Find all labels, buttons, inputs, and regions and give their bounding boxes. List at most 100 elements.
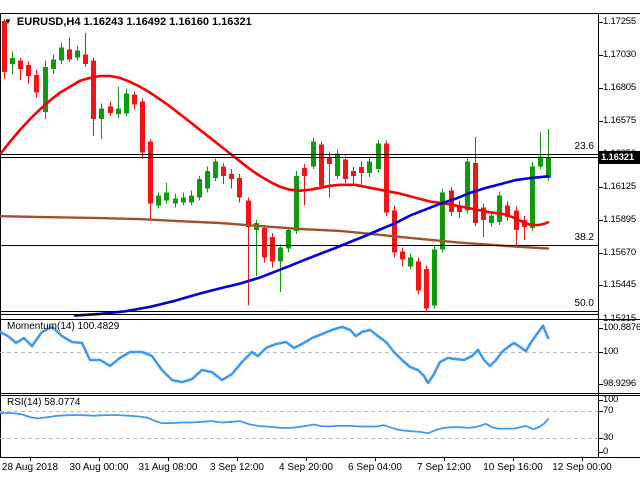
candle-body [124,93,129,114]
candle-body [392,210,397,253]
candle-body [351,171,356,176]
rsi-axis-label: 0 [603,446,609,457]
rsi-line [0,412,549,435]
momentum-label-value: 100.4829 [77,321,120,332]
candle-body [489,215,494,223]
current-price-badge: 1.16321 [598,150,640,164]
fib-label-50.0: 50.0 [574,297,594,309]
candle-body [108,106,113,114]
candle-body [116,108,121,115]
candle-body [75,50,80,58]
rsi-label-name: RSI(14) [7,397,42,408]
candle-body [26,65,31,76]
candle-body [189,195,194,203]
price-axis-label: 1.17030 [603,48,636,60]
candle-body [505,205,510,218]
candle-body [359,167,364,174]
candle-body [278,247,283,262]
time-axis-label: 12 Sep 00:00 [552,462,612,473]
price-axis-label: 1.17255 [603,16,636,27]
candle-body [132,94,137,105]
time-axis-label: 28 Aug 2018 [1,462,59,473]
candle-body [473,163,478,223]
candle-body [164,192,169,201]
rsi-axis-label: 100 [603,394,619,405]
candle-body [481,207,486,221]
time-axis-label: 4 Sep 20:00 [279,462,333,473]
candle-body [18,60,23,69]
candle-body [432,249,437,306]
time-axis-label: 10 Sep 16:00 [483,462,543,473]
price-axis-label: 1.15215 [603,312,636,324]
time-axis-label: 30 Aug 00:00 [69,462,129,473]
candle-body [343,159,348,179]
candle-body [140,101,145,153]
price-axis-label: 1.15445 [603,279,636,291]
candle-body [205,171,210,189]
rsi-label-value: 58.0774 [44,397,81,408]
candle-body [34,75,39,93]
candle-body [197,178,202,198]
candle-body [229,174,234,179]
candle-body [319,144,324,186]
candle-body [2,21,7,73]
candle-body [156,195,161,206]
candle-body [440,192,445,250]
price-axis-label: 1.15670 [603,246,636,258]
time-axis-label: 7 Sep 12:00 [417,462,471,473]
candle-body [376,143,381,170]
momentum-indicator-label: Momentum(14) 100.4829 [7,321,119,332]
candle-body [181,197,186,203]
candle-body [99,108,104,120]
candle-body [408,257,413,267]
candle-body [384,143,389,213]
candle-body [91,60,96,120]
candle-body [367,161,372,174]
candle-body [530,166,535,228]
candle-body [43,67,48,113]
candle-body [270,236,275,262]
candle-body [148,141,153,204]
candle-body [286,229,291,249]
candle-body [262,228,267,258]
price-axis-label: 1.16575 [603,114,636,126]
candle-body [302,168,307,177]
chart-title-bar: ▼ EURUSD,H4 1.16243 1.16492 1.16160 1.16… [4,16,252,28]
candle-body [10,58,15,65]
candle-body [416,261,421,291]
momentum-axis-label: 100.8876 [603,322,640,333]
candle-body [400,251,405,260]
momentum-line [0,324,550,385]
fib-label-38.2: 38.2 [574,231,594,243]
symbol-dropdown-icon[interactable]: ▼ [4,17,12,26]
candle-body [59,47,64,61]
candle-body [221,166,226,177]
candle-body [424,269,429,309]
rsi-axis-label: 70 [603,405,614,416]
candle-body [51,59,56,70]
candle-body [497,195,502,223]
ma-brown-line [0,214,550,250]
candle-body [449,190,454,213]
candle-body [83,54,88,65]
candle-body [546,158,551,178]
price-axis-label: 1.15895 [603,213,636,225]
candle-body [246,200,251,227]
candle-body [213,161,218,178]
fib-label-23.6: 23.6 [574,141,594,153]
candle-body [294,176,299,231]
candle-body [237,177,242,198]
ma-red-line [0,74,550,227]
momentum-axis-label: 98.9296 [603,377,636,389]
chart-title: EURUSD,H4 1.16243 1.16492 1.16160 1.1632… [16,16,252,28]
time-axis-label: 3 Sep 12:00 [210,462,264,473]
candle-body [173,198,178,204]
ma-blue-line [73,174,550,317]
candle-body [327,157,332,165]
candle-body [335,153,340,177]
candle-body [465,161,470,211]
rsi-indicator-label: RSI(14) 58.0774 [7,397,80,408]
momentum-label-name: Momentum(14) [7,321,75,332]
